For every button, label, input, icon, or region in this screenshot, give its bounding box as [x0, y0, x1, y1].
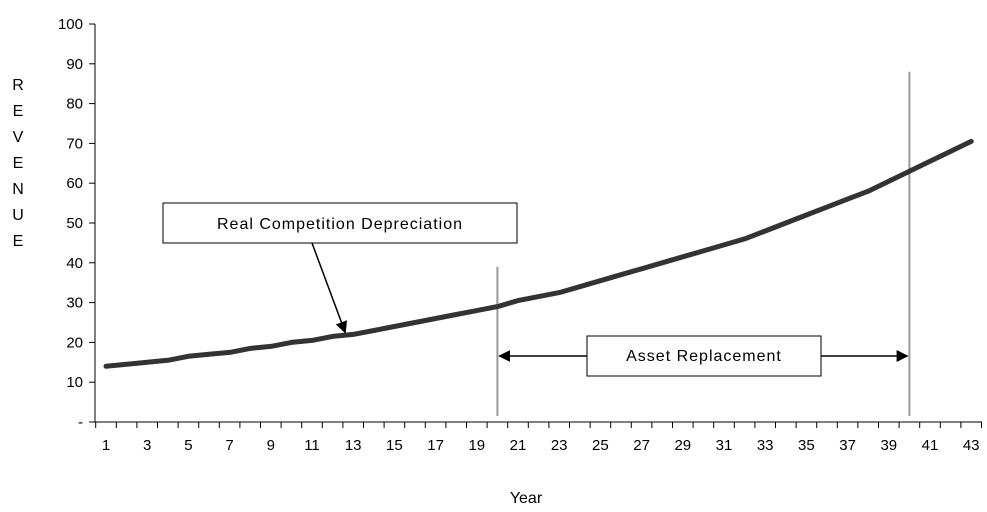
- x-axis-label: Year: [510, 490, 543, 507]
- x-tick-label: 27: [633, 437, 650, 454]
- span-box: [586, 335, 822, 377]
- x-tick-label: 21: [510, 437, 527, 454]
- x-tick-label: 37: [839, 437, 856, 454]
- y-tick-label: 90: [66, 56, 83, 73]
- x-tick-label: 39: [880, 437, 897, 454]
- span-label: Asset Replacement: [626, 348, 782, 365]
- y-tick-label: 50: [66, 215, 83, 232]
- x-tick-label: 25: [592, 437, 609, 454]
- x-tick-label: 15: [386, 437, 403, 454]
- y-axis-label-letter: E: [13, 155, 24, 172]
- x-tick-label: 33: [757, 437, 774, 454]
- annotations: Real Competition Depreciation Asset Repla…: [162, 202, 909, 377]
- x-tick-label: 29: [674, 437, 691, 454]
- callout-box: [162, 202, 518, 244]
- y-tick-label: -: [78, 414, 83, 431]
- x-tick-label: 3: [143, 437, 151, 454]
- reference-lines: [496, 71, 911, 416]
- y-tick-label: 40: [66, 255, 83, 272]
- callout-label: Real Competition Depreciation: [217, 216, 463, 233]
- x-tick-label: 35: [798, 437, 815, 454]
- x-tick-label: 5: [184, 437, 192, 454]
- x-tick-label: 17: [427, 437, 444, 454]
- y-tick-label: 100: [58, 16, 83, 33]
- callout-arrow: [311, 242, 348, 334]
- x-tick-label: 31: [716, 437, 733, 454]
- y-axis-label-letter: N: [12, 181, 24, 198]
- y-tick-label: 70: [66, 135, 83, 152]
- y-axis-label-letter: E: [13, 103, 24, 120]
- revenue-line: [103, 138, 974, 369]
- x-tick-label: 43: [963, 437, 980, 454]
- x-tick-label: 1: [102, 437, 110, 454]
- series-group: [103, 138, 974, 369]
- x-tick-label: 19: [468, 437, 485, 454]
- x-axis-ticks: 1 3 5 7 9 11 13 15 17 19 21 23 25 27 29 31 33 35 37 39 41 43: [95, 422, 982, 454]
- y-axis-label-letter: E: [13, 233, 24, 250]
- x-tick-label: 11: [304, 437, 320, 454]
- y-axis-ticks: - 10 20 30 40 50 60 70 80 90 100: [58, 16, 95, 431]
- x-tick-label: 13: [345, 437, 362, 454]
- x-tick-label: 41: [922, 437, 939, 454]
- y-tick-label: 30: [66, 295, 83, 312]
- y-axis-label-letter: R: [12, 77, 24, 94]
- x-tick-label: 23: [551, 437, 568, 454]
- y-tick-label: 80: [66, 96, 83, 113]
- x-tick-label: 7: [225, 437, 233, 454]
- y-axis-label-letter: U: [12, 207, 24, 224]
- y-tick-label: 10: [66, 374, 83, 391]
- y-tick-label: 60: [66, 175, 83, 192]
- y-tick-label: 20: [66, 334, 83, 351]
- x-tick-label: 9: [267, 437, 275, 454]
- y-axis-label-letter: V: [13, 129, 24, 146]
